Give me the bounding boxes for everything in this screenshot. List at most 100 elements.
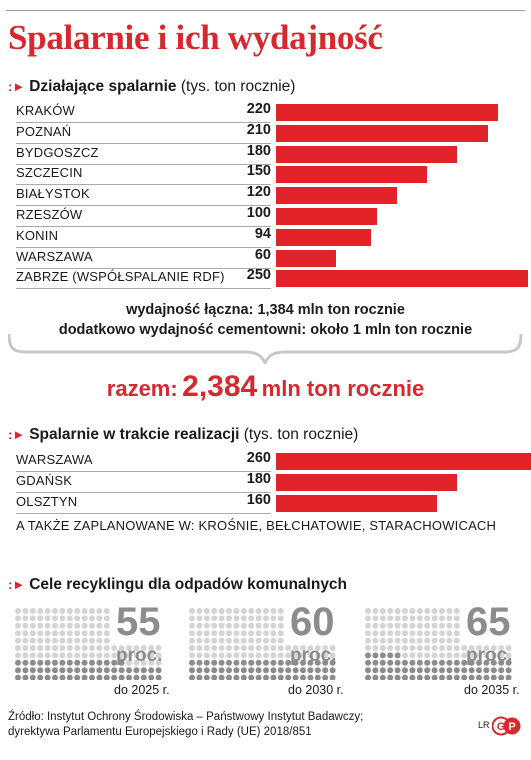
waffle-dot-empty	[37, 622, 44, 629]
waffle-dot-empty	[379, 615, 386, 622]
waffle-dot-filled	[402, 674, 408, 680]
waffle-dot-empty	[431, 615, 438, 622]
waffle-dot-empty	[314, 652, 321, 659]
recycling-percent: 65	[466, 600, 511, 644]
waffle-dot-empty	[96, 608, 103, 614]
waffle-dot-filled	[218, 659, 225, 666]
waffle-dot-empty	[133, 659, 140, 666]
waffle-dot-filled	[372, 674, 379, 680]
waffle-dot-empty	[416, 615, 423, 622]
waffle-dot-filled	[372, 667, 379, 674]
waffle-dot-filled	[218, 674, 225, 680]
waffle-dot-filled	[439, 667, 445, 674]
also-planned-note: A TAKŻE ZAPLANOWANE W: KROŚNIE, BEŁCHATO…	[16, 518, 497, 533]
waffle-dot-empty	[372, 615, 379, 622]
bar-value-label: 100	[246, 205, 271, 221]
waffle-dot-filled	[409, 674, 416, 680]
section-planned-title: Spalarnie w trakcie realizacji	[29, 426, 240, 443]
waffle-dot-empty	[490, 652, 497, 659]
waffle-grid	[15, 608, 162, 680]
waffle-dot-empty	[439, 630, 445, 637]
waffle-dot-empty	[416, 630, 423, 637]
waffle-dot-empty	[133, 645, 140, 651]
waffle-dot-empty	[446, 637, 453, 644]
waffle-dot-filled	[424, 659, 431, 666]
waffle-dot-empty	[409, 637, 416, 644]
bar-category-label: KRAKÓW	[16, 103, 75, 118]
waffle-dot-empty	[52, 645, 58, 651]
waffle-dot-empty	[59, 630, 66, 637]
waffle-dot-filled	[103, 674, 110, 680]
waffle-dot-empty	[446, 615, 453, 622]
bar-category-label: POZNAŃ	[16, 123, 72, 139]
waffle-dot-filled	[329, 674, 336, 680]
waffle-dot-empty	[322, 652, 329, 659]
waffle-dot-empty	[44, 630, 51, 637]
waffle-dot-empty	[270, 615, 277, 622]
waffle-dot-empty	[96, 622, 103, 629]
bar-row: BYDGOSZCZ 180	[16, 143, 531, 165]
waffle-dot-empty	[329, 652, 336, 659]
waffle-dot-empty	[394, 645, 401, 651]
waffle-dot-filled	[292, 674, 299, 680]
bar-category-label: WARSZAWA	[16, 452, 93, 467]
waffle-dot-empty	[211, 652, 218, 659]
waffle-dot-filled	[52, 667, 58, 674]
waffle-dot-empty	[22, 637, 29, 644]
waffle-dot-filled	[505, 659, 512, 666]
waffle-dot-filled	[96, 659, 103, 666]
waffle-dot-filled	[103, 659, 110, 666]
waffle-dot-empty	[29, 645, 36, 651]
waffle-dot-filled	[498, 659, 505, 666]
bar-value-label: 260	[246, 450, 271, 466]
waffle-dot-filled	[248, 667, 255, 674]
waffle-grid	[189, 608, 336, 680]
waffle-dot-empty	[66, 652, 73, 659]
waffle-dot-empty	[29, 637, 36, 644]
waffle-dot-empty	[203, 608, 210, 614]
waffle-dot-filled	[322, 659, 329, 666]
waffle-dot-empty	[66, 630, 73, 637]
waffle-dot-empty	[37, 637, 44, 644]
waffle-dot-empty	[307, 652, 314, 659]
waffle-dot-filled	[118, 659, 125, 666]
bar-row: POZNAŃ 210	[16, 122, 531, 144]
waffle-dot-filled	[66, 667, 73, 674]
bar-value-label: 60	[254, 246, 271, 263]
waffle-dot-filled	[300, 674, 306, 680]
waffle-dot-filled	[394, 652, 401, 659]
waffle-dot-empty	[226, 645, 232, 651]
waffle-dot-empty	[476, 645, 482, 651]
waffle-dot-empty	[277, 615, 284, 622]
waffle-dot-filled	[379, 652, 386, 659]
waffle-dot-empty	[203, 615, 210, 622]
waffle-dot-filled	[402, 659, 408, 666]
total-label: razem:	[106, 376, 178, 401]
waffle-dot-filled	[270, 659, 277, 666]
waffle-dot-empty	[211, 615, 218, 622]
waffle-dot-filled	[140, 667, 147, 674]
waffle-dot-empty	[22, 630, 29, 637]
waffle-dot-empty	[189, 652, 195, 659]
waffle-dot-empty	[248, 630, 255, 637]
waffle-dot-filled	[148, 674, 155, 680]
waffle-dot-empty	[29, 630, 36, 637]
waffle-dot-empty	[89, 645, 95, 651]
waffle-dot-empty	[394, 608, 401, 614]
waffle-dot-filled	[505, 674, 512, 680]
waffle-dot-filled	[453, 674, 460, 680]
waffle-dot-filled	[52, 674, 58, 680]
waffle-dot-filled	[89, 674, 95, 680]
waffle-dot-empty	[203, 630, 210, 637]
waffle-dot-filled	[409, 667, 416, 674]
source-line-2: dyrektywa Parlamentu Europejskiego i Rad…	[8, 726, 312, 738]
waffle-dot-empty	[416, 645, 423, 651]
waffle-dot-empty	[189, 615, 195, 622]
bar-category-label: GDAŃSK	[16, 472, 73, 488]
waffle-dot-empty	[240, 630, 247, 637]
bar	[276, 208, 377, 225]
waffle-dot-empty	[240, 608, 247, 614]
waffle-dot-empty	[255, 630, 262, 637]
waffle-dot-filled	[424, 674, 431, 680]
waffle-dot-empty	[59, 615, 66, 622]
